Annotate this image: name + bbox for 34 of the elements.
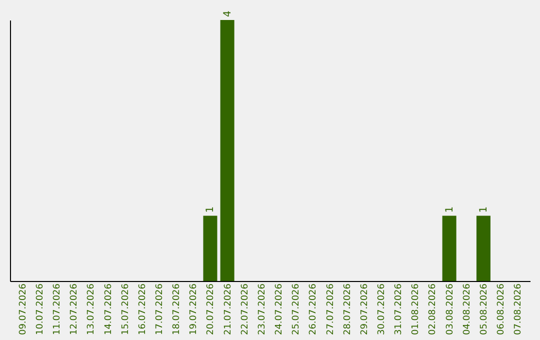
x-tick-label: 26.07.2026 bbox=[308, 283, 319, 336]
x-tick-label: 21.07.2026 bbox=[223, 283, 234, 336]
x-tick-label: 24.07.2026 bbox=[274, 283, 285, 336]
x-tick-label: 23.07.2026 bbox=[257, 283, 268, 336]
x-tick-label: 25.07.2026 bbox=[292, 283, 302, 336]
x-tick-label: 10.07.2026 bbox=[35, 283, 46, 336]
x-tick-label: 13.07.2026 bbox=[86, 283, 97, 336]
x-tick-label: 03.08.2026 bbox=[445, 283, 456, 336]
data-label: 1 bbox=[478, 206, 490, 213]
x-tick-label: 06.08.2026 bbox=[496, 283, 507, 336]
x-tick-label: 19.07.2026 bbox=[189, 283, 200, 336]
x-tick-label: 29.07.2026 bbox=[360, 283, 370, 336]
x-tick-label: 01.08.2026 bbox=[411, 283, 422, 336]
data-label: 4 bbox=[222, 10, 234, 17]
x-tick-label: 02.08.2026 bbox=[428, 283, 438, 336]
x-tick-label: 12.07.2026 bbox=[70, 283, 80, 336]
x-tick-label: 30.07.2026 bbox=[377, 283, 387, 336]
x-tick-label: 31.07.2026 bbox=[394, 283, 404, 336]
x-tick-label: 16.07.2026 bbox=[138, 283, 148, 336]
x-tick-label: 14.07.2026 bbox=[104, 283, 114, 336]
x-tick-label: 27.07.2026 bbox=[326, 283, 336, 336]
x-tick-label: 05.08.2026 bbox=[479, 283, 490, 336]
x-tick-label: 04.08.2026 bbox=[462, 283, 472, 336]
x-tick-label: 17.07.2026 bbox=[155, 283, 165, 336]
x-tick-label: 22.07.2026 bbox=[240, 283, 250, 336]
x-tick-label: 18.07.2026 bbox=[172, 283, 182, 336]
data-label: 1 bbox=[444, 206, 456, 213]
x-tick-label: 07.08.2026 bbox=[514, 283, 524, 336]
x-tick-label: 15.07.2026 bbox=[120, 283, 131, 336]
data-label: 1 bbox=[205, 206, 216, 213]
x-tick-label: 20.07.2026 bbox=[206, 283, 216, 336]
x-tick-label: 11.07.2026 bbox=[52, 283, 63, 336]
x-tick-label: 09.07.2026 bbox=[18, 283, 28, 336]
x-tick-label: 28.07.2026 bbox=[342, 283, 353, 336]
